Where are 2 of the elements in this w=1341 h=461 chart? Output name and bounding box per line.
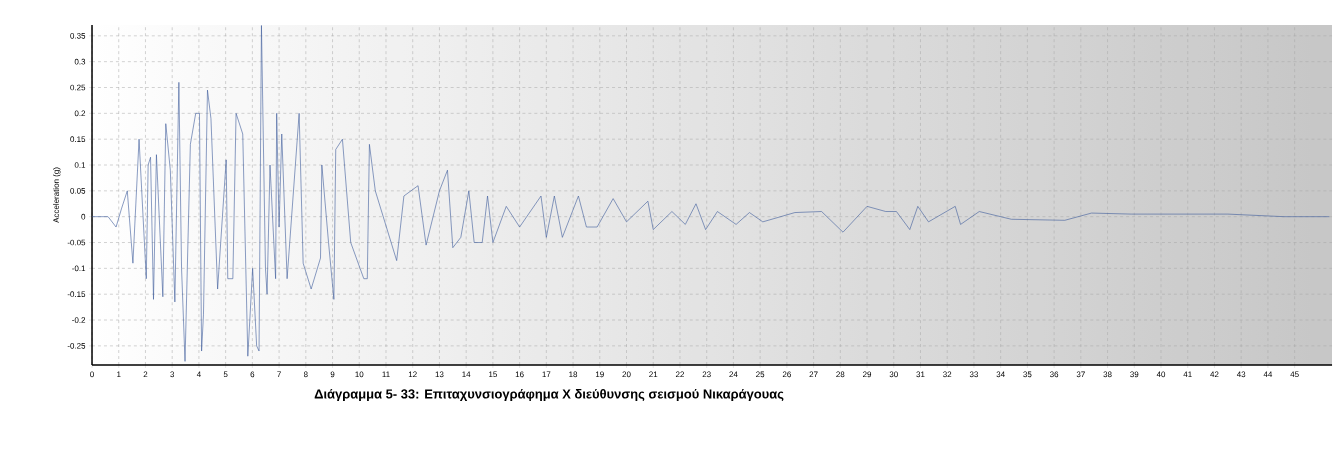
line-series xyxy=(92,25,1330,362)
text: Διάγραμμα 5- 33: Επιταχυνσιογράφημα Χ διεύθυνσης σεισμού Νικαράγουας xyxy=(314,388,784,402)
